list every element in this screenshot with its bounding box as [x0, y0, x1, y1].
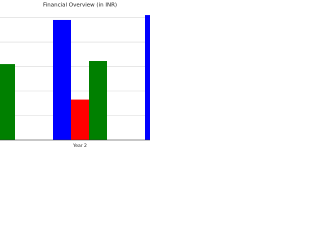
bar — [145, 15, 150, 140]
bar — [0, 64, 15, 140]
bar — [89, 61, 107, 141]
page: {"chart_data": {"type": "bar", "title": … — [0, 0, 150, 150]
bar — [53, 19, 71, 140]
chart-title: Financial Overview (in INR) — [43, 3, 117, 9]
x-tick-label: Year 2 — [72, 143, 87, 149]
chart: Financial Overview (in INR) Year 2 — [0, 0, 150, 150]
bar — [71, 99, 89, 140]
